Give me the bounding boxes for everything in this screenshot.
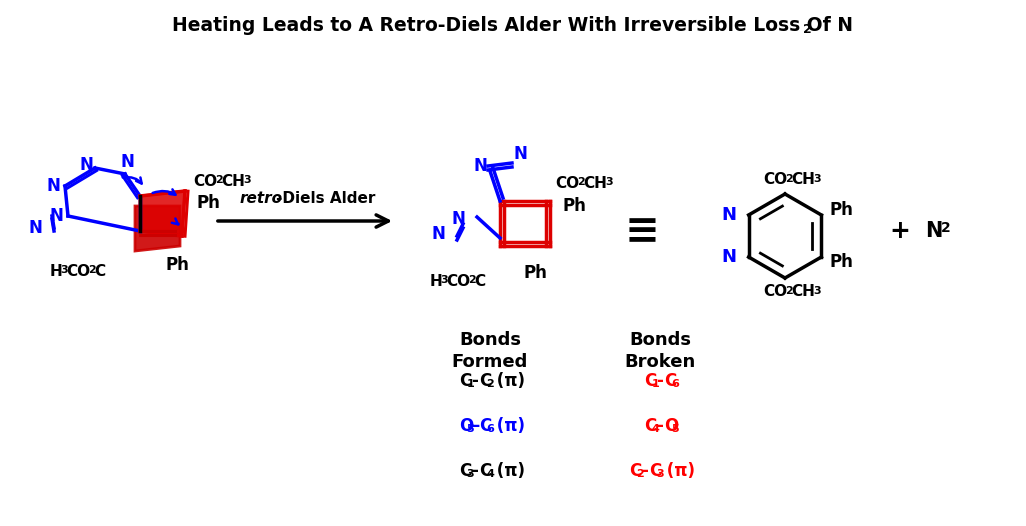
Text: 2: 2 [785,286,793,296]
Text: N: N [120,153,134,171]
Text: Ph: Ph [197,194,221,212]
Text: -: - [657,417,663,435]
Text: Bonds
Formed: Bonds Formed [451,331,528,371]
Text: Ph: Ph [829,253,854,271]
Text: N: N [513,145,527,163]
Text: 2: 2 [577,177,585,187]
Text: 3: 3 [60,265,68,275]
Text: O: O [459,417,473,435]
Text: -Diels Alder: -Diels Alder [276,191,376,206]
Text: CO: CO [763,173,787,187]
Text: C: C [664,372,676,390]
Text: N: N [79,156,93,174]
Text: C: C [479,462,491,480]
Text: –: – [471,417,479,435]
Text: C: C [459,372,471,390]
Text: (π): (π) [491,417,525,435]
Polygon shape [140,191,185,236]
Text: 2: 2 [215,175,223,185]
Text: 2: 2 [468,275,476,285]
Text: Ph: Ph [523,264,547,282]
Text: 2: 2 [785,174,793,184]
Text: Bonds
Broken: Bonds Broken [625,331,696,371]
Text: 3: 3 [440,275,447,285]
Text: C: C [479,417,491,435]
Text: 3: 3 [243,175,250,185]
Text: -: - [471,372,478,390]
Text: N: N [721,206,737,224]
Text: Ph: Ph [165,256,189,274]
Text: 6: 6 [671,379,679,389]
Text: 4: 4 [652,424,659,434]
Text: 3: 3 [466,469,474,479]
Text: CH: CH [791,285,815,299]
Text: 2: 2 [941,221,951,235]
Text: 2: 2 [803,23,812,36]
Text: -: - [657,372,663,390]
Text: 3: 3 [813,174,821,184]
Text: Ph: Ph [562,197,586,215]
Text: Ph: Ph [829,201,854,219]
Text: CH: CH [791,173,815,187]
Text: 4: 4 [486,469,495,479]
Text: 2: 2 [636,469,644,479]
Text: N: N [925,221,942,241]
Text: -: - [471,462,478,480]
Text: C: C [643,372,656,390]
Text: C: C [459,462,471,480]
Text: ≡: ≡ [625,210,660,252]
Text: C: C [648,462,661,480]
Text: 3: 3 [605,177,613,187]
Text: N: N [451,210,465,228]
Text: C: C [94,264,105,278]
Text: 2: 2 [88,265,95,275]
Text: N: N [431,225,445,243]
Text: O: O [664,417,678,435]
Text: 5: 5 [671,424,679,434]
Text: (π): (π) [491,462,525,480]
Text: (π): (π) [491,372,525,390]
Text: N: N [721,248,737,266]
Text: retro: retro [240,191,283,206]
Text: 3: 3 [657,469,664,479]
Text: +: + [890,219,910,243]
Text: 2: 2 [486,379,494,389]
Text: N: N [49,207,63,225]
Text: 3: 3 [813,286,821,296]
Text: CO: CO [763,285,787,299]
Text: N: N [473,157,487,175]
Text: CO: CO [193,174,218,188]
Text: (π): (π) [661,462,696,480]
Text: 6: 6 [486,424,495,434]
Text: 5: 5 [466,424,474,434]
Polygon shape [135,206,180,251]
Text: N: N [28,219,42,237]
Text: H: H [430,274,443,288]
Text: CO: CO [446,274,470,288]
Text: CO: CO [66,264,90,278]
Text: Heating Leads to A Retro-Diels Alder With Irreversible Loss Of N: Heating Leads to A Retro-Diels Alder Wit… [172,16,854,35]
Text: H: H [50,264,63,278]
Text: -: - [641,462,648,480]
Text: 1: 1 [466,379,474,389]
Text: C: C [629,462,641,480]
Text: N: N [46,177,60,195]
Text: CH: CH [583,176,606,190]
Text: CO: CO [555,176,579,190]
Text: C: C [643,417,656,435]
Text: 1: 1 [652,379,659,389]
Text: CH: CH [221,174,245,188]
Text: C: C [479,372,491,390]
Text: C: C [474,274,485,288]
